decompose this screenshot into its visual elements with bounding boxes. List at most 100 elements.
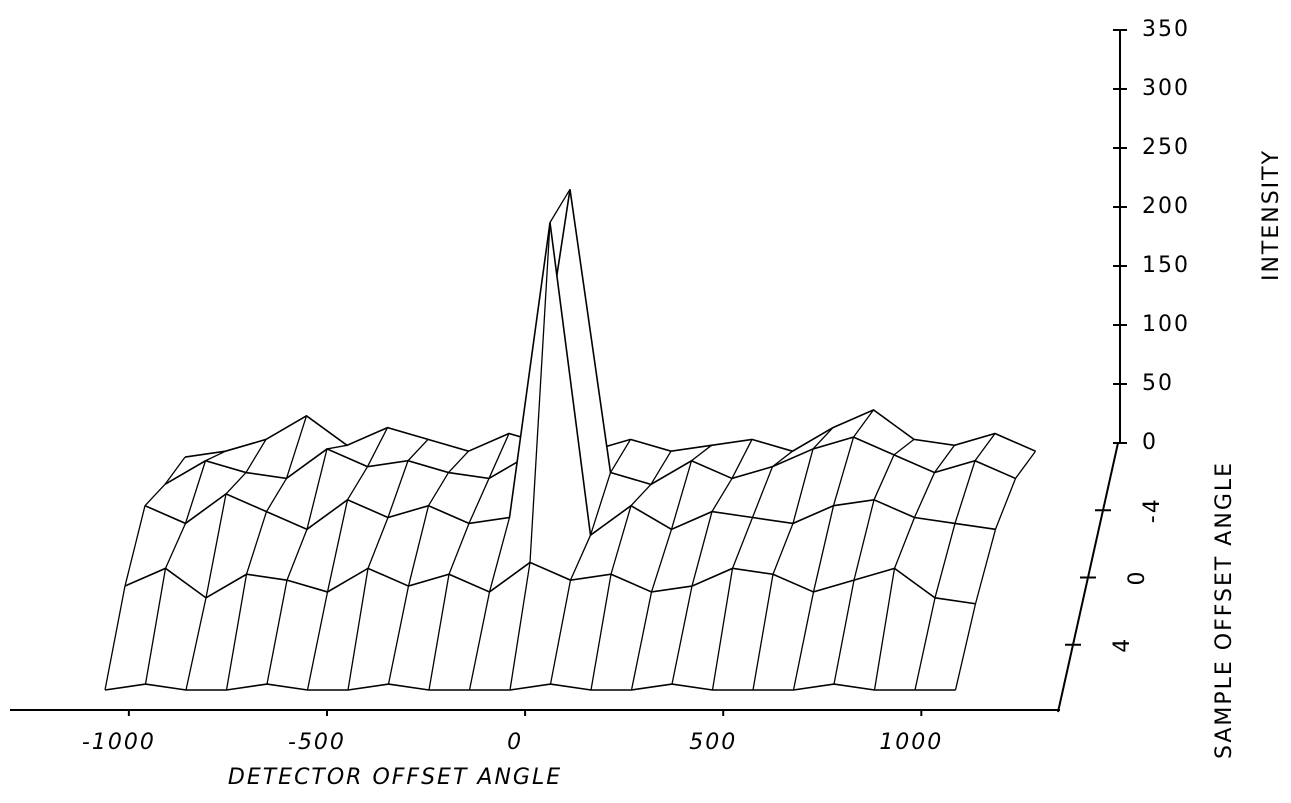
- surface-column: [671, 585, 693, 685]
- surface-column: [630, 483, 652, 507]
- surface-column: [873, 568, 896, 691]
- surface-column: [792, 591, 815, 691]
- surface-column: [873, 454, 895, 501]
- surface-fill: [165, 189, 1016, 520]
- surface-column: [691, 444, 712, 462]
- surface-column: [954, 603, 977, 691]
- surface-column: [913, 472, 936, 518]
- surface-column: [893, 517, 916, 569]
- surface-column: [711, 568, 734, 691]
- surface-column: [650, 450, 672, 485]
- surface-column: [934, 523, 956, 599]
- z-axis-label: INTENSITY: [1259, 149, 1284, 281]
- surface-column: [407, 505, 430, 587]
- y-tick-label: 0: [1125, 570, 1150, 586]
- surface-column: [893, 438, 915, 456]
- x-axis-label: DETECTOR OFFSET ANGLE: [228, 765, 562, 790]
- surface-column: [366, 427, 389, 467]
- surface-column: [630, 591, 653, 691]
- surface-column: [792, 448, 814, 524]
- surface-column: [225, 472, 247, 495]
- surface-column: [326, 499, 349, 593]
- surface-column: [852, 409, 875, 438]
- surface-column: [711, 478, 733, 512]
- x-tick-label: -500: [288, 730, 346, 755]
- surface-column: [772, 523, 794, 575]
- surface-column: [833, 580, 855, 685]
- surface-column: [974, 433, 996, 462]
- surface-column: [326, 444, 348, 450]
- surface-column: [245, 511, 268, 575]
- surface-column: [549, 580, 572, 685]
- surface-column: [772, 450, 793, 468]
- surface-column: [427, 472, 450, 507]
- surface-fill: [145, 222, 996, 577]
- surface-column: [205, 450, 226, 462]
- surface-column: [670, 460, 693, 530]
- surface-column: [509, 562, 531, 691]
- surface-column: [245, 439, 267, 473]
- surface-column: [144, 568, 167, 685]
- surface-column: [185, 597, 207, 691]
- y-tick-label: -4: [1140, 497, 1165, 523]
- surface-column: [387, 460, 409, 518]
- surface-column: [144, 483, 166, 507]
- surface-column: [205, 493, 227, 598]
- surface-column: [164, 523, 187, 569]
- x-tick-label: 1000: [879, 730, 943, 755]
- surface-column: [468, 591, 491, 691]
- surface-row: [124, 561, 976, 605]
- surface-column: [448, 450, 469, 473]
- x-tick-label: 500: [689, 730, 737, 755]
- surface-column: [265, 478, 288, 512]
- surface-column: [124, 505, 146, 587]
- surface-column: [590, 574, 612, 691]
- surface-column: [347, 568, 369, 691]
- surface-column: [488, 433, 510, 479]
- surface-column: [184, 460, 207, 524]
- surface-fill: [125, 562, 976, 634]
- surface-column: [306, 448, 328, 530]
- surface-column: [954, 460, 976, 524]
- z-tick-label: 200: [1142, 194, 1190, 219]
- surface-column: [448, 523, 470, 575]
- surface-column: [812, 427, 834, 450]
- surface-column: [468, 478, 490, 524]
- surface-column: [306, 591, 329, 691]
- surface-column: [731, 517, 754, 569]
- surface-fill: [185, 409, 1036, 463]
- x-tick-label: -1000: [82, 730, 156, 755]
- surface-column: [164, 456, 186, 485]
- z-tick-label: 250: [1142, 135, 1190, 160]
- surface-column: [367, 517, 389, 569]
- surface-column: [1014, 450, 1037, 479]
- surface-row: [104, 683, 956, 691]
- surface-column: [812, 505, 835, 593]
- surface-column: [974, 529, 997, 604]
- surface-column: [529, 222, 551, 563]
- surface-column: [104, 585, 126, 691]
- surface-column: [610, 505, 632, 575]
- surface-column: [285, 415, 308, 479]
- surface-column: [428, 574, 450, 691]
- surface-column: [933, 444, 956, 473]
- surface-column: [387, 585, 410, 685]
- surface-column: [589, 472, 612, 536]
- surface-column: [346, 466, 369, 501]
- surface-column: [266, 580, 288, 685]
- surface-column: [225, 574, 248, 691]
- z-tick-label: 300: [1142, 76, 1190, 101]
- surface-column: [549, 189, 571, 223]
- surface-column: [731, 439, 753, 479]
- z-tick-label: 50: [1142, 371, 1174, 396]
- z-tick-label: 0: [1142, 430, 1158, 455]
- surface-column: [650, 529, 673, 593]
- surface-column: [407, 438, 429, 462]
- surface-column: [691, 511, 713, 587]
- surface-row: [164, 189, 1016, 486]
- surface-row: [184, 408, 1036, 458]
- surface-column: [853, 499, 875, 581]
- z-tick-label: 100: [1142, 312, 1190, 337]
- y-axis-label: SAMPLE OFFSET ANGLE: [1212, 461, 1237, 759]
